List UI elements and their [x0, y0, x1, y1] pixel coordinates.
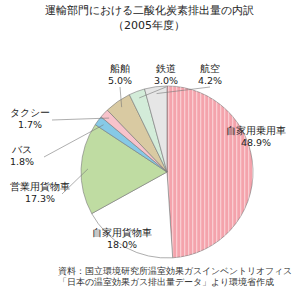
- category-label: 航空: [200, 63, 220, 74]
- data-label: 5.0%: [108, 75, 132, 86]
- title: 運輸部門における二酸化炭素排出量の内訳: [45, 4, 254, 17]
- leader-line: [52, 118, 109, 120]
- category-label: 鉄道: [156, 63, 176, 74]
- source: 資料：国立環境研究所温室効果ガスインベントリオフィス「日本の温室効果ガス排出量デ…: [58, 266, 294, 288]
- leader-line: [120, 87, 122, 107]
- data-label: 3.0%: [154, 75, 178, 86]
- category-label: 船舶: [110, 63, 130, 74]
- slice: [145, 86, 167, 172]
- category-label: 自家用乗用車: [226, 125, 286, 136]
- data-label: 17.3%: [25, 193, 55, 204]
- subtitle: （2005年度）: [113, 19, 185, 32]
- leader-line: [44, 125, 104, 157]
- category-label: タクシー: [10, 107, 50, 118]
- chart: 運輸部門における二酸化炭素排出量の内訳 （2005年度） 自家用乗用車48.9% 自家…: [0, 0, 298, 308]
- data-label: 4.2%: [198, 75, 222, 86]
- category-label: バス: [11, 144, 32, 155]
- leader-line: [139, 87, 166, 98]
- data-label: 18.0%: [107, 239, 137, 250]
- leader-line: [157, 87, 210, 94]
- slice: [167, 86, 253, 258]
- data-label: 1.8%: [10, 156, 34, 167]
- hatch: [167, 86, 253, 258]
- data-label: 1.7%: [18, 119, 42, 130]
- data-label: 48.9%: [241, 137, 271, 148]
- category-label: 営業用貨物車: [10, 181, 70, 192]
- slices: [81, 86, 253, 258]
- category-label: 自家用貨物車: [92, 227, 152, 238]
